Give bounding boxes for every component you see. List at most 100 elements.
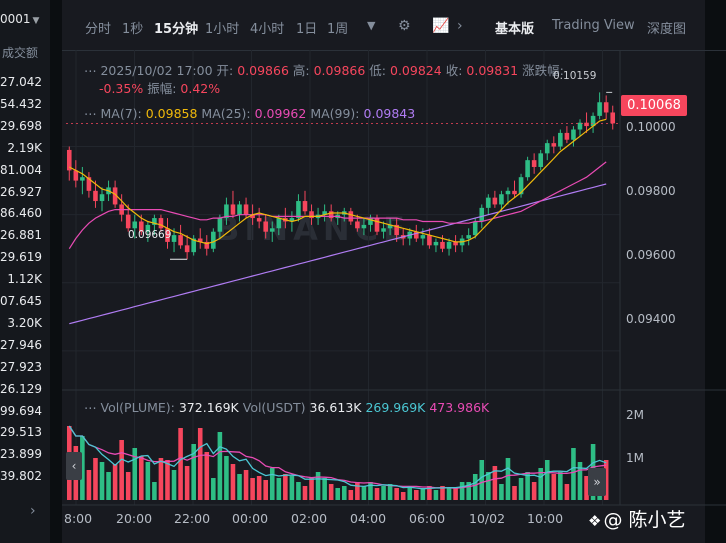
volume-bar (315, 472, 321, 500)
usdt-label: Vol(USDT) (242, 400, 306, 415)
view-depth[interactable]: 深度图 (647, 22, 687, 37)
candle-body (322, 211, 327, 215)
candle-body (191, 238, 196, 253)
volume-bar (374, 488, 380, 500)
volume-bar (191, 444, 196, 500)
interval-tab[interactable]: 1小时 (205, 22, 240, 37)
view-tradingview[interactable]: Trading View (552, 18, 635, 33)
current-price-tag: 0.10068 (621, 95, 687, 116)
vol-ma10-value: 473.986K (429, 400, 490, 415)
volume-bar (211, 478, 216, 500)
vol-label: Vol(PLUME): (100, 400, 175, 415)
price-tick: 0.09400 (626, 312, 676, 326)
volume-bar (341, 486, 347, 500)
volume-bar (296, 482, 301, 500)
volume-bar (577, 462, 583, 500)
volume-bar (538, 468, 543, 500)
column-header[interactable]: 0001 ▼ (0, 12, 40, 26)
ma99-label: MA(99): (310, 106, 360, 121)
ma-toggle-icon[interactable]: ⋯ (84, 106, 97, 121)
scroll-left-button[interactable]: ‹ (66, 452, 82, 480)
volume-bar (269, 468, 275, 500)
open-label: 开: (216, 63, 234, 78)
time-tick: 20:00 (116, 511, 153, 526)
candle-body (86, 177, 92, 191)
volume-bar (440, 486, 445, 500)
close-label: 收: (445, 63, 463, 78)
candle-body (571, 129, 576, 140)
volume-bar (80, 436, 85, 500)
settings-icon[interactable]: ⚙ (398, 18, 411, 34)
volume-bar (544, 460, 550, 500)
volume-bar (335, 488, 341, 500)
time-tick: 8:00 (64, 511, 93, 526)
volume-bar (400, 492, 406, 500)
interval-tab-active[interactable]: 15分钟 (154, 22, 199, 37)
vol-toggle-icon[interactable]: ⋯ (84, 400, 97, 415)
price-tick: 0.09600 (626, 248, 676, 262)
volume-bar (243, 470, 249, 500)
author-watermark: ❖ @ 陈小艺 (588, 509, 686, 531)
volume-bar (551, 474, 557, 500)
interval-tab[interactable]: 1秒 (122, 22, 144, 37)
turnover-header[interactable]: 成交额 (2, 46, 39, 60)
candle-body (184, 245, 190, 253)
candle-body (302, 201, 308, 212)
volume-bar (381, 486, 386, 500)
volume-bar (93, 458, 98, 500)
interval-tab[interactable]: 分时 (85, 22, 112, 37)
view-basic[interactable]: 基本版 (495, 22, 535, 37)
volume-bar (197, 428, 203, 500)
candle-body (93, 190, 98, 202)
volume-bar (414, 490, 419, 500)
candle-body (551, 143, 557, 147)
volume-bar (571, 448, 576, 500)
volume-tick: 2M (626, 408, 644, 422)
candle-body (597, 102, 602, 116)
candle-body (243, 204, 249, 215)
chevron-right-icon[interactable]: › (457, 18, 463, 34)
price-tick: 0.09800 (626, 184, 676, 198)
more-intervals-icon[interactable]: ▼ (367, 19, 376, 32)
candles (66, 92, 616, 260)
turnover-value: 3.20K (7, 315, 42, 330)
volume-bar (486, 472, 491, 500)
candle-body (492, 197, 498, 205)
candle-body (466, 235, 471, 239)
time-tick: 06:00 (409, 511, 446, 526)
time-tick: 04:00 (350, 511, 387, 526)
turnover-value: 29.513 (0, 425, 42, 440)
indicators-icon[interactable]: 📈 (432, 18, 450, 34)
turnover-value: 99.694 (0, 403, 42, 418)
candle-body (348, 211, 354, 222)
candle-body (171, 235, 177, 242)
interval-tab[interactable]: 1日 (296, 22, 318, 37)
candle-body (165, 228, 170, 242)
info-icon[interactable]: ⋯ (84, 63, 97, 78)
candle-body (440, 241, 445, 249)
volume-bar (99, 462, 105, 500)
volume-bar (427, 486, 432, 500)
candle-body (558, 132, 563, 147)
volume-bar (309, 478, 314, 500)
ma99-line (69, 183, 607, 325)
interval-tab[interactable]: 1周 (327, 22, 349, 37)
turnover-value: 39.802 (0, 469, 42, 484)
candle-body (577, 122, 583, 130)
candle-body (584, 122, 589, 127)
high-label: 高: (292, 63, 310, 78)
candle-body (512, 190, 517, 195)
volume-bar (531, 482, 537, 500)
candle-body (158, 218, 164, 229)
interval-tab[interactable]: 4小时 (250, 22, 285, 37)
chevron-right-icon[interactable]: › (30, 503, 36, 519)
scroll-latest-button[interactable]: » (588, 468, 606, 496)
turnover-value: 1.12K (7, 272, 42, 287)
ma-info: ⋯ MA(7): 0.09858 MA(25): 0.09962 MA(99):… (84, 106, 415, 121)
candle-body (224, 204, 229, 219)
grid-lines (62, 50, 726, 506)
volume-bar (158, 458, 164, 500)
chart-area[interactable] (62, 0, 726, 543)
candle-body (414, 231, 419, 239)
